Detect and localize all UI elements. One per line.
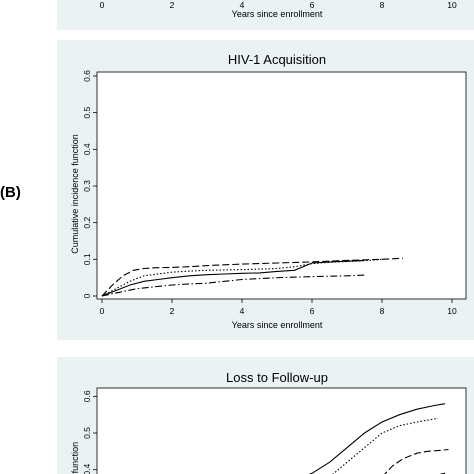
mid-x-ticks: 0 2 4 6 8 10 [100, 299, 457, 316]
mid-x-tick-label: 8 [380, 306, 385, 316]
bot-plot-area [96, 387, 467, 474]
top-x-ticks: 0 2 4 6 8 10 [100, 0, 457, 10]
panel-label-b: (B) [0, 184, 21, 201]
top-x-tick-label: 0 [100, 0, 105, 10]
mid-series-group [101, 257, 404, 297]
panel-top: 0 2 4 6 8 10 Years since enrollment [57, 0, 474, 30]
bot-y-tick-label: 0.4 [82, 463, 92, 474]
mid-series-line-solid [101, 259, 365, 297]
mid-plot-area [96, 71, 467, 300]
top-x-tick-label: 2 [170, 0, 175, 10]
mid-y-axis-label: Cumulative incidence function [70, 134, 80, 254]
bot-series-line-solid [308, 403, 446, 474]
panel-hiv-acquisition: HIV-1 Acquisition 0 0.1 0.2 0.3 0.4 0.5 0.6 0 2… [57, 40, 474, 340]
mid-y-tick-label: 0.3 [82, 180, 92, 192]
mid-x-tick-label: 0 [100, 306, 105, 316]
top-x-tick-label: 8 [380, 0, 385, 10]
bot-y-ticks: 0.4 0.5 0.6 [82, 390, 97, 474]
bot-y-tick-label: 0.6 [82, 390, 92, 402]
bot-chart-title: Loss to Follow-up [226, 370, 328, 385]
top-x-axis-label: Years since enrollment [232, 9, 323, 19]
mid-y-tick-label: 0.1 [82, 253, 92, 265]
bot-y-axis-label: ן function [70, 442, 80, 474]
bot-series-group [308, 403, 449, 474]
mid-y-tick-label: 0.5 [82, 106, 92, 118]
mid-y-ticks: 0 0.1 0.2 0.3 0.4 0.5 0.6 [82, 70, 97, 298]
top-x-tick-label: 6 [310, 0, 315, 10]
bot-y-tick-label: 0.5 [82, 427, 92, 439]
panel-top-background [57, 0, 474, 30]
mid-y-tick-label: 0.4 [82, 143, 92, 155]
bot-series-line-dot [332, 417, 439, 474]
mid-x-tick-label: 4 [240, 306, 245, 316]
panel-loss-to-follow-up: Loss to Follow-up 0.4 0.5 0.6 ן function [57, 357, 474, 474]
top-x-tick-label: 10 [447, 0, 457, 10]
bot-series-line-longdash [384, 448, 449, 474]
mid-y-tick-label: 0 [82, 293, 92, 298]
mid-x-axis-label: Years since enrollment [232, 320, 323, 330]
mid-series-line-longdash [101, 257, 404, 297]
mid-x-tick-label: 6 [310, 306, 315, 316]
mid-series-line-dot [101, 258, 383, 297]
mid-x-tick-label: 10 [447, 306, 457, 316]
top-x-tick-label: 4 [240, 0, 245, 10]
mid-chart-title: HIV-1 Acquisition [228, 52, 326, 67]
mid-y-tick-label: 0.6 [82, 70, 92, 82]
mid-x-tick-label: 2 [170, 306, 175, 316]
mid-y-tick-label: 0.2 [82, 216, 92, 228]
